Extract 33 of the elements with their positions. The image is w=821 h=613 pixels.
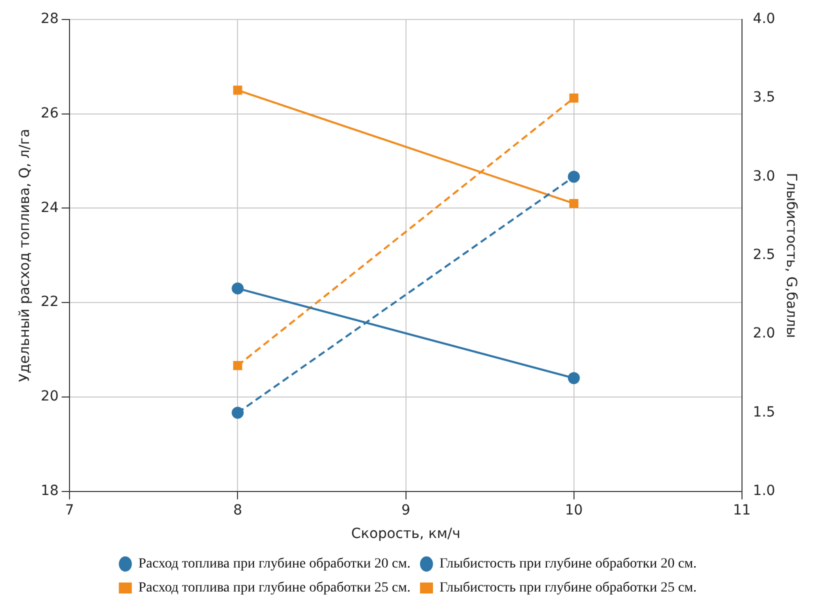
x-tick-label: 7	[65, 502, 74, 518]
x-tick-label: 9	[401, 502, 410, 518]
y2-tick-label: 3.5	[752, 90, 776, 106]
y2-tick-label: 3.0	[752, 168, 776, 184]
x-tick-label: 8	[233, 502, 242, 518]
point	[569, 198, 578, 208]
x-tick-label: 10	[564, 502, 583, 518]
point	[232, 406, 244, 419]
point	[233, 86, 242, 95]
y2-axis-title: Глыбистость, G,баллы	[782, 172, 799, 338]
point	[568, 170, 580, 183]
legend-label: Глыбистость при глубине обработки 25 см.	[440, 580, 697, 596]
y-tick-label: 26	[40, 105, 59, 122]
legend-label: Расход топлива при глубине обработки 25 см.	[138, 580, 411, 596]
y2-tick-label: 2.0	[752, 326, 776, 342]
legend-label: Глыбистость при глубине обработки 20 см.	[440, 556, 697, 572]
point	[569, 94, 578, 103]
y2-tick-label: 4.0	[752, 11, 776, 28]
y-tick-label: 20	[40, 388, 59, 405]
y-tick-label: 28	[40, 11, 59, 28]
y2-tick-label: 1.0	[752, 483, 776, 500]
y-tick-label: 22	[40, 294, 59, 310]
point	[233, 361, 242, 370]
x-tick-label: 11	[733, 502, 751, 518]
legend-label: Расход топлива при глубине обработки 20 см.	[138, 556, 411, 572]
point	[568, 372, 580, 384]
point	[232, 282, 244, 294]
y2-tick-label: 2.5	[752, 247, 776, 264]
y-axis-title: Удельный расход топлива, Q, л/га	[17, 128, 34, 382]
y-tick-label: 18	[40, 483, 59, 500]
y-tick-label: 24	[40, 200, 59, 216]
x-axis-title: Скорость, км/ч	[351, 526, 460, 542]
y2-tick-label: 1.5	[752, 404, 776, 420]
